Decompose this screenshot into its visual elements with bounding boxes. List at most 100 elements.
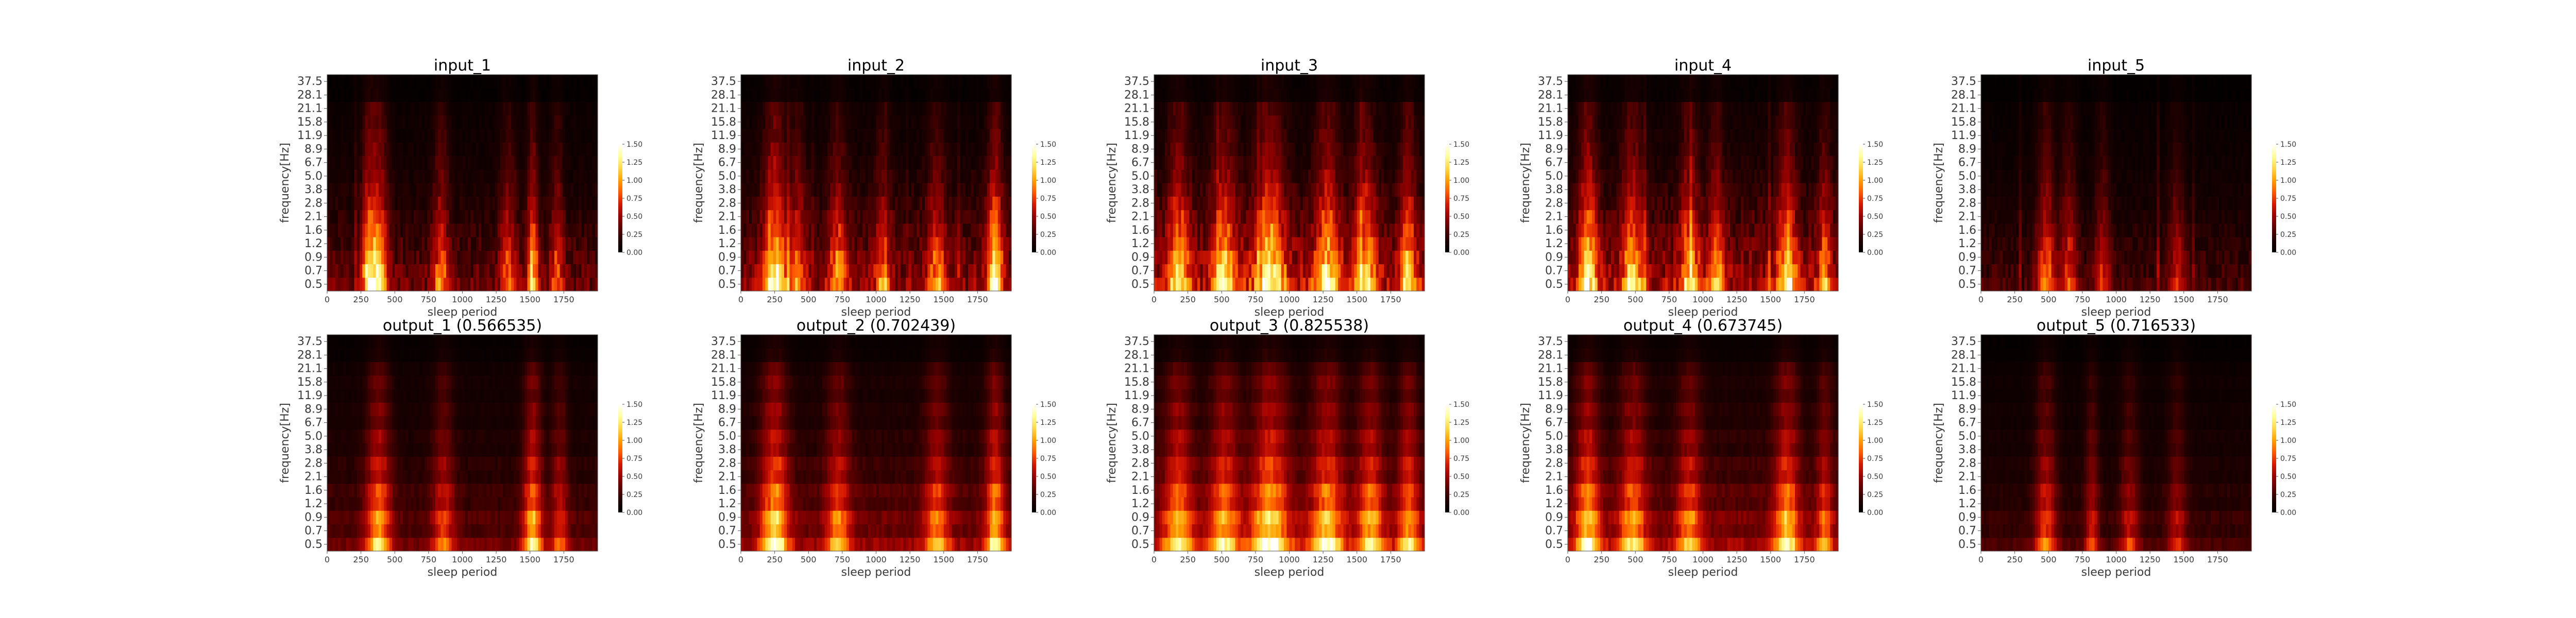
heatmap-cell: [473, 115, 477, 129]
heatmap-cell: [841, 88, 844, 102]
heatmap-cell: [462, 75, 466, 89]
heatmap-cell: [900, 75, 904, 89]
heatmap-cell: [849, 101, 852, 116]
heatmap-cell: [546, 210, 550, 224]
heatmap-cell: [1251, 101, 1255, 116]
heatmap-cell: [1281, 250, 1284, 265]
heatmap-cell: [1003, 264, 1007, 278]
heatmap-cell: [1286, 115, 1290, 129]
heatmap-cell: [852, 129, 855, 143]
heatmap-cell: [381, 237, 384, 251]
heatmap-cell: [570, 156, 574, 170]
heatmap-cell: [470, 169, 474, 183]
heatmap-cell: [405, 277, 409, 291]
heatmap-cell: [481, 250, 485, 265]
heatmap-cell: [524, 210, 528, 224]
heatmap-cell: [1170, 250, 1174, 265]
heatmap-cell: [917, 210, 920, 224]
heatmap-cell: [1281, 210, 1284, 224]
heatmap-cell: [981, 88, 985, 102]
heatmap-cell: [440, 223, 444, 237]
heatmap-cell: [865, 101, 869, 116]
heatmap-cell: [1213, 277, 1217, 291]
heatmap-cell: [979, 169, 982, 183]
heatmap-cell: [981, 237, 985, 251]
heatmap-cell: [808, 115, 812, 129]
heatmap-cell: [330, 129, 333, 143]
heatmap-cell: [1197, 237, 1200, 251]
heatmap-cell: [1319, 75, 1323, 89]
heatmap-cell: [395, 264, 398, 278]
heatmap-cell: [1176, 196, 1179, 211]
heatmap-cell: [1248, 88, 1252, 102]
heatmap-cell: [971, 183, 974, 197]
heatmap-cell: [1235, 210, 1239, 224]
heatmap-cell: [1178, 250, 1182, 265]
heatmap-cell: [868, 210, 871, 224]
heatmap-cell: [449, 115, 452, 129]
heatmap-cell: [1173, 156, 1176, 170]
heatmap-cell: [798, 237, 801, 251]
heatmap-cell: [1213, 250, 1217, 265]
heatmap-cell: [427, 156, 431, 170]
heatmap-cell: [927, 129, 931, 143]
heatmap-cell: [892, 142, 895, 157]
heatmap-cell: [922, 210, 925, 224]
heatmap-cell: [997, 196, 1001, 211]
heatmap-cell: [1205, 156, 1209, 170]
heatmap-cell: [589, 101, 593, 116]
heatmap-cell: [354, 223, 358, 237]
heatmap-cell: [378, 75, 382, 89]
heatmap-cell: [479, 169, 482, 183]
heatmap-cells: [1154, 75, 1425, 291]
heatmap-cell: [852, 196, 855, 211]
heatmap-cell: [873, 264, 877, 278]
heatmap-cell: [897, 223, 901, 237]
heatmap-cell: [1346, 101, 1349, 116]
heatmap-cell: [754, 142, 758, 157]
heatmap-cell: [449, 156, 452, 170]
heatmap-cell: [997, 129, 1001, 143]
heatmap-cell: [768, 142, 771, 157]
heatmap-cell: [1178, 101, 1182, 116]
heatmap-cell: [1006, 264, 1009, 278]
heatmap-cell: [403, 210, 406, 224]
x-tick-label: 1250: [900, 295, 921, 304]
heatmap-cell: [360, 88, 363, 102]
heatmap-cell: [489, 196, 493, 211]
heatmap-cell: [1335, 88, 1338, 102]
heatmap-cell: [338, 210, 341, 224]
heatmap-cell: [1235, 115, 1239, 129]
heatmap-cell: [1313, 115, 1317, 129]
heatmap-cell: [343, 250, 347, 265]
heatmap-cell: [803, 183, 806, 197]
heatmap-cell: [957, 142, 960, 157]
heatmap-cell: [484, 183, 487, 197]
heatmap-cell: [367, 115, 371, 129]
heatmap-cell: [481, 237, 485, 251]
heatmap-cell: [1265, 237, 1268, 251]
heatmap-cell: [1257, 183, 1260, 197]
heatmap-cell: [503, 210, 506, 224]
heatmap-cell: [987, 88, 990, 102]
heatmap-cell: [492, 264, 496, 278]
heatmap-cell: [1297, 277, 1301, 291]
heatmap-cell: [1267, 264, 1271, 278]
heatmap-cell: [897, 210, 901, 224]
heatmap-cell: [414, 264, 417, 278]
heatmap-cell: [495, 75, 498, 89]
heatmap-cell: [479, 210, 482, 224]
heatmap-cell: [1243, 129, 1247, 143]
heatmap-cell: [327, 210, 330, 224]
heatmap-cell: [503, 169, 506, 183]
heatmap-cell: [587, 237, 590, 251]
heatmap-cell: [925, 115, 928, 129]
heatmap-cell: [754, 183, 758, 197]
heatmap-cell: [919, 115, 923, 129]
heatmap-cell: [892, 156, 895, 170]
heatmap-cell: [560, 196, 563, 211]
heatmap-cell: [1230, 169, 1233, 183]
heatmap-cell: [876, 250, 879, 265]
heatmap-cell: [376, 129, 379, 143]
heatmap-cell: [503, 88, 506, 102]
